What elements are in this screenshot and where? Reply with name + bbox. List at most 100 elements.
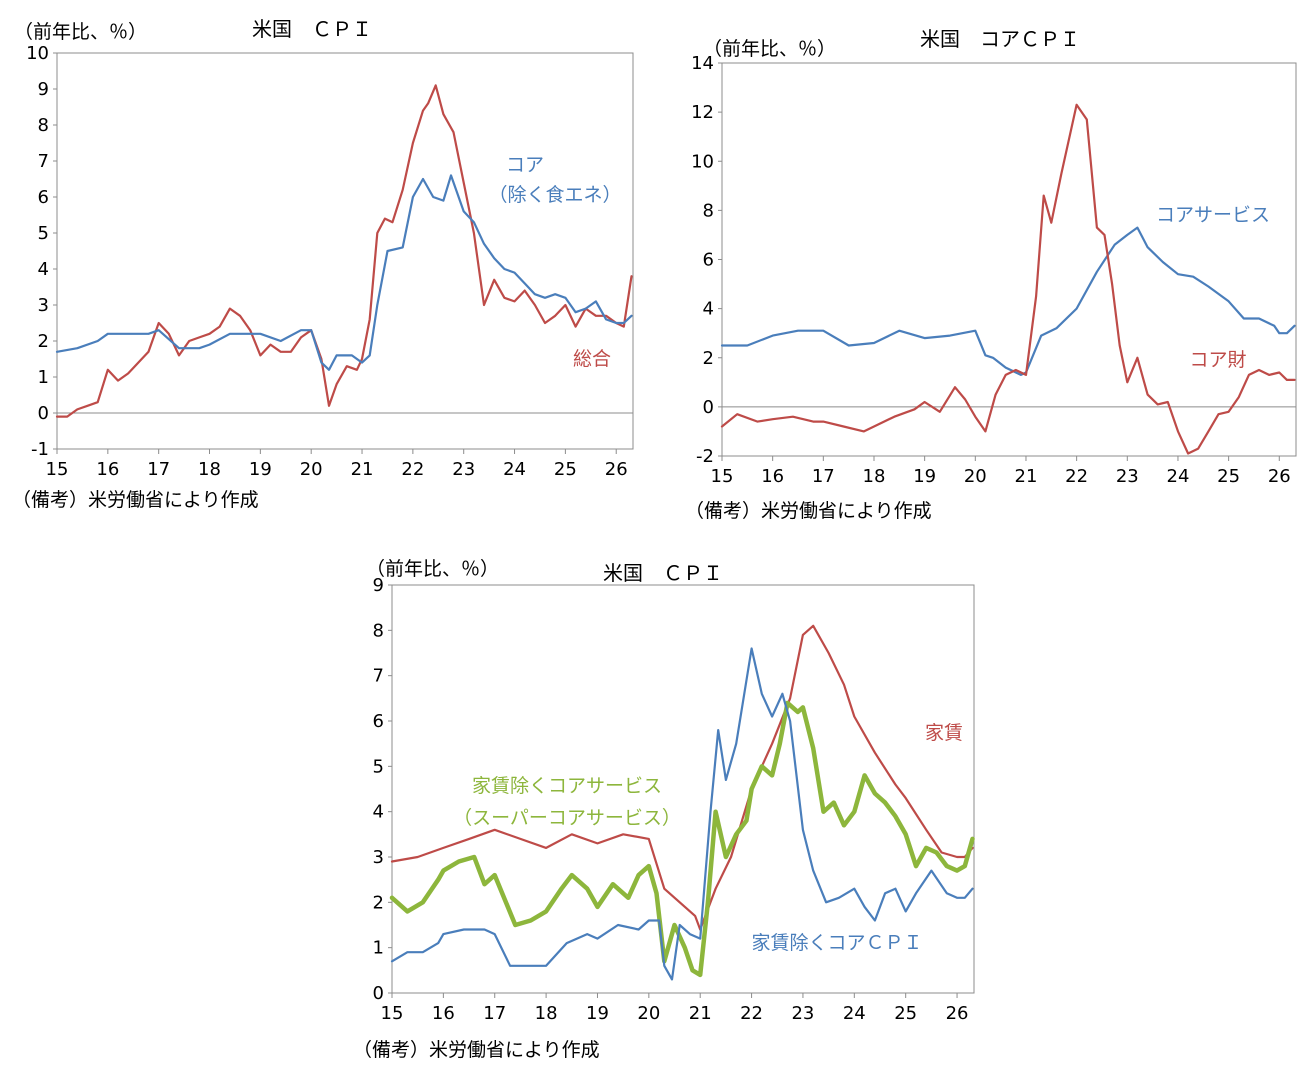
series-line <box>55 174 633 371</box>
series-line <box>55 84 633 418</box>
x-tick-label: 19 <box>586 1003 609 1024</box>
y-tick-label: 0 <box>703 397 714 418</box>
x-tick-label: 17 <box>147 459 170 480</box>
y-tick-label: 8 <box>373 620 384 641</box>
x-tick-label: 22 <box>1065 466 1088 487</box>
chart-title: 米国 ＣＰＩ <box>603 561 723 585</box>
y-tick-label: 4 <box>373 802 384 823</box>
chart-cpi-rent-supercore: 米国 ＣＰＩ （前年比、％） （備考）米労働省により作成 9876543210 … <box>353 558 975 1061</box>
x-tick-label: 25 <box>894 1003 917 1024</box>
y-tick-label: 3 <box>373 847 384 868</box>
x-tick-label: 20 <box>300 459 323 480</box>
y-tick-label: 9 <box>38 79 49 100</box>
x-tick-label: 15 <box>381 1003 404 1024</box>
label-rent: 家賃 <box>925 722 963 744</box>
x-tick-label: 16 <box>761 466 784 487</box>
x-axis-ticks: 15 16 17 18 19 20 21 22 23 24 25 26 <box>711 456 1291 487</box>
x-tick-label: 18 <box>535 1003 558 1024</box>
y-tick-label: 7 <box>38 151 49 172</box>
chart-title: 米国 ＣＰＩ <box>252 17 372 41</box>
label-supercore-sub: （スーパーコアサービス） <box>453 807 681 829</box>
y-tick-label: 1 <box>38 367 49 388</box>
x-tick-label: 19 <box>913 466 936 487</box>
x-tick-label: 23 <box>1116 466 1139 487</box>
plot-area <box>721 62 1297 457</box>
x-tick-label: 20 <box>964 466 987 487</box>
y-tick-label: 14 <box>691 53 714 74</box>
label-core-goods: コア財 <box>1189 349 1246 371</box>
series-line <box>720 103 1296 455</box>
x-tick-label: 16 <box>96 459 119 480</box>
x-tick-label: 26 <box>946 1003 969 1024</box>
y-tick-label: 4 <box>38 259 49 280</box>
y-tick-label: 9 <box>373 575 384 596</box>
x-tick-label: 21 <box>689 1003 712 1024</box>
x-axis-ticks: 15 16 17 18 19 20 21 22 23 24 25 26 <box>46 449 628 480</box>
x-tick-label: 25 <box>1217 466 1240 487</box>
x-tick-label: 17 <box>812 466 835 487</box>
y-tick-label: 6 <box>703 250 714 271</box>
series-line <box>390 624 974 931</box>
y-tick-label: -2 <box>696 446 714 467</box>
x-tick-label: 18 <box>198 459 221 480</box>
x-tick-label: 22 <box>401 459 424 480</box>
x-axis-ticks: 15 16 17 18 19 20 21 22 23 24 25 26 <box>381 993 969 1024</box>
x-tick-label: 15 <box>711 466 734 487</box>
unit-label: （前年比、％） <box>14 21 147 43</box>
source-note: （備考）米労働省により作成 <box>12 489 259 511</box>
y-tick-label: 4 <box>703 299 714 320</box>
y-tick-label: 2 <box>38 331 49 352</box>
unit-label: （前年比、％） <box>366 558 499 580</box>
y-tick-label: 10 <box>26 43 49 64</box>
x-tick-label: 21 <box>351 459 374 480</box>
y-tick-label: 2 <box>373 892 384 913</box>
label-core-services: コアサービス <box>1156 204 1270 226</box>
y-tick-label: 8 <box>703 200 714 221</box>
series-line <box>390 647 974 981</box>
y-tick-label: 5 <box>38 223 49 244</box>
y-axis-ticks: 9 8 7 6 5 4 3 2 1 0 <box>373 575 392 1004</box>
label-core: コア <box>506 154 544 176</box>
y-tick-label: 12 <box>691 102 714 123</box>
y-tick-label: 6 <box>38 187 49 208</box>
y-tick-label: 3 <box>38 295 49 316</box>
plot-area <box>391 584 975 994</box>
y-tick-label: 5 <box>373 756 384 777</box>
x-tick-label: 20 <box>637 1003 660 1024</box>
series-lines <box>389 624 975 981</box>
x-tick-label: 24 <box>503 459 526 480</box>
x-tick-label: 23 <box>452 459 475 480</box>
x-tick-label: 15 <box>46 459 69 480</box>
chart-core-cpi-services-goods: 米国 コアＣＰＩ （前年比、％） （備考）米労働省により作成 14 12 10 8 6 4… <box>685 27 1297 522</box>
x-tick-label: 24 <box>1167 466 1190 487</box>
x-tick-label: 26 <box>1268 466 1291 487</box>
y-tick-label: 0 <box>373 983 384 1004</box>
x-tick-label: 26 <box>605 459 628 480</box>
y-tick-label: 10 <box>691 151 714 172</box>
y-tick-label: -1 <box>31 439 49 460</box>
series-line <box>389 700 975 978</box>
series-line <box>720 226 1296 376</box>
label-core-ex-rent: 家賃除くコアＣＰＩ <box>751 932 922 954</box>
x-tick-label: 21 <box>1015 466 1038 487</box>
y-tick-label: 8 <box>38 115 49 136</box>
y-tick-label: 7 <box>373 666 384 687</box>
x-tick-label: 25 <box>554 459 577 480</box>
x-tick-label: 18 <box>863 466 886 487</box>
y-tick-label: 0 <box>38 403 49 424</box>
label-supercore: 家賃除くコアサービス <box>472 775 662 797</box>
source-note: （備考）米労働省により作成 <box>353 1039 600 1061</box>
label-core-sub: （除く食エネ） <box>488 184 621 206</box>
x-tick-label: 24 <box>843 1003 866 1024</box>
series-lines <box>55 84 633 418</box>
x-tick-label: 16 <box>432 1003 455 1024</box>
y-axis-ticks: 14 12 10 8 6 4 2 0 -2 <box>691 53 722 467</box>
chart-cpi-headline-core: 米国 ＣＰＩ （前年比、％） （備考）米労働省により作成 10987654321… <box>12 17 634 511</box>
x-tick-label: 23 <box>791 1003 814 1024</box>
plot-area <box>56 52 634 450</box>
source-note: （備考）米労働省により作成 <box>685 500 932 522</box>
chart-title: 米国 コアＣＰＩ <box>920 27 1080 51</box>
y-tick-label: 1 <box>373 938 384 959</box>
